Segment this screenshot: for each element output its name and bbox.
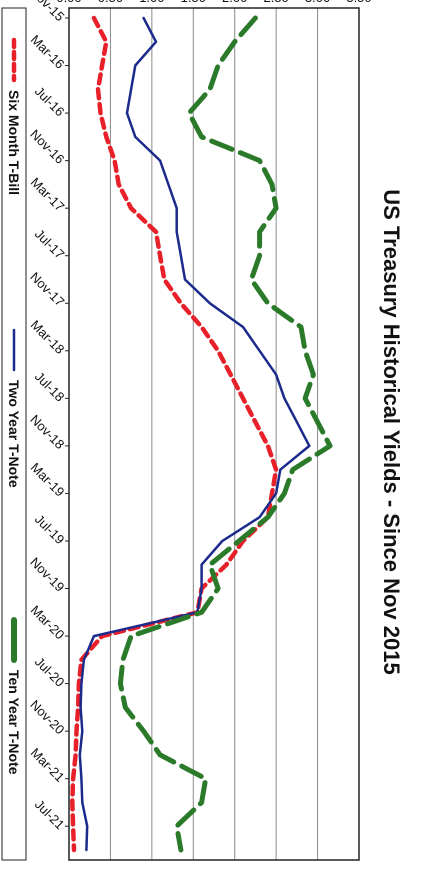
y-tick-label: 3.50 bbox=[346, 0, 371, 5]
y-tick-label: 2.50 bbox=[263, 0, 288, 5]
series-six-month-t-bill bbox=[70, 15, 279, 853]
y-tick-label: 1.00 bbox=[139, 0, 164, 5]
series-line bbox=[78, 16, 311, 852]
legend-label: Six Month T-Bill bbox=[6, 90, 22, 195]
x-tick-label: Mar-18 bbox=[28, 317, 68, 357]
x-tick-label: Jul-21 bbox=[32, 797, 68, 833]
x-tick-label: Jul-17 bbox=[32, 226, 68, 262]
x-tick-label: Mar-16 bbox=[28, 32, 68, 72]
y-tick-label: 0.50 bbox=[98, 0, 123, 5]
x-tick-label: Mar-19 bbox=[28, 460, 68, 500]
x-tick-label: Jul-19 bbox=[32, 511, 68, 547]
legend-label: Two Year T-Note bbox=[6, 380, 22, 488]
x-tick-label: Nov-20 bbox=[27, 697, 67, 737]
chart-title: US Treasury Historical Yields - Since No… bbox=[379, 189, 404, 674]
legend-box bbox=[1, 7, 27, 861]
x-tick-label: Jul-18 bbox=[32, 369, 68, 405]
x-tick-label: Nov-18 bbox=[27, 412, 67, 452]
chart-rotated-group: US Treasury Historical Yields - Since No… bbox=[1, 0, 404, 861]
y-tick-label: 3.00 bbox=[305, 0, 330, 5]
y-tick-label: 0.00 bbox=[56, 0, 81, 5]
x-tick-label: Nov-19 bbox=[27, 554, 67, 594]
series-line bbox=[117, 15, 333, 853]
x-tick-label: Mar-20 bbox=[28, 602, 68, 642]
legend-label: Ten Year T-Note bbox=[6, 670, 22, 775]
series-line bbox=[70, 15, 279, 853]
series-two-year-t-note bbox=[78, 16, 311, 852]
x-tick-label: Mar-17 bbox=[28, 175, 68, 215]
series-ten-year-t-note bbox=[117, 15, 333, 853]
x-tick-label: Jul-16 bbox=[32, 84, 68, 120]
plot-frame bbox=[68, 7, 360, 861]
x-tick-label: Nov-16 bbox=[27, 127, 67, 167]
y-tick-label: 1.50 bbox=[181, 0, 206, 5]
x-tick-label: Jul-20 bbox=[32, 654, 68, 690]
y-tick-label: 2.00 bbox=[222, 0, 247, 5]
x-tick-label: Nov-17 bbox=[27, 269, 67, 309]
x-tick-label: Mar-21 bbox=[28, 745, 68, 785]
